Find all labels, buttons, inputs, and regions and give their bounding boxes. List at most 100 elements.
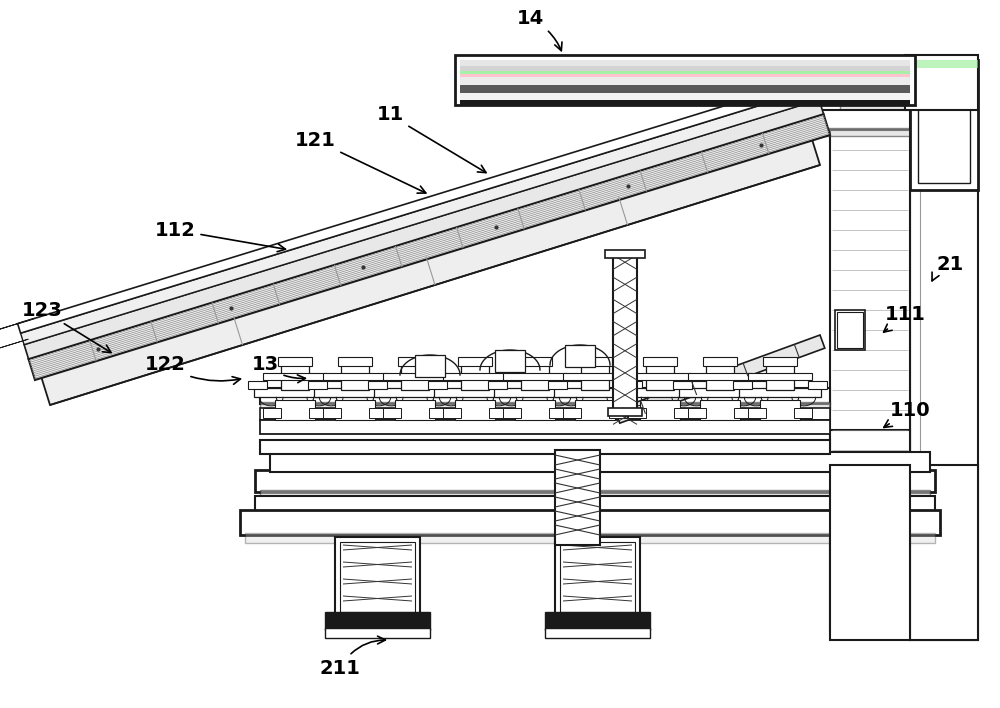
Bar — [910, 465, 978, 640]
Bar — [674, 408, 692, 418]
Bar — [443, 408, 461, 418]
Bar — [323, 381, 342, 389]
Bar — [263, 372, 327, 380]
Bar — [581, 364, 609, 389]
Bar — [248, 381, 267, 389]
Bar — [918, 65, 970, 183]
Bar — [554, 388, 636, 397]
Bar — [325, 612, 430, 630]
Bar — [548, 381, 567, 389]
Bar — [340, 542, 415, 612]
Bar — [608, 408, 642, 416]
Bar — [739, 388, 821, 397]
Bar — [840, 60, 910, 105]
Bar — [613, 255, 637, 410]
Bar — [563, 381, 582, 389]
Bar — [549, 408, 567, 418]
Polygon shape — [21, 88, 819, 345]
Bar — [688, 372, 752, 380]
Bar — [255, 470, 935, 492]
Bar — [733, 381, 752, 389]
Bar — [545, 612, 650, 630]
Text: 112: 112 — [155, 220, 285, 252]
Bar — [503, 372, 567, 380]
Bar — [260, 388, 830, 404]
Bar — [434, 388, 516, 397]
Bar — [613, 381, 632, 389]
Text: 110: 110 — [884, 401, 930, 428]
Bar — [270, 452, 930, 472]
Bar — [255, 496, 935, 512]
Bar — [488, 381, 507, 389]
Bar — [460, 100, 910, 105]
Polygon shape — [0, 319, 35, 334]
Bar — [840, 100, 910, 120]
Bar — [460, 66, 910, 71]
Polygon shape — [24, 100, 824, 359]
Bar — [260, 402, 830, 410]
Bar — [700, 400, 740, 420]
Bar — [260, 420, 830, 434]
Bar — [494, 388, 576, 397]
Text: 11: 11 — [376, 105, 486, 173]
Bar — [401, 364, 429, 389]
Bar — [734, 408, 752, 418]
Bar — [489, 408, 507, 418]
Bar — [515, 400, 555, 420]
Bar — [555, 450, 600, 545]
Bar — [643, 358, 677, 366]
Bar — [688, 408, 706, 418]
Bar — [609, 408, 627, 418]
Bar — [443, 372, 507, 380]
Bar — [260, 440, 830, 454]
Bar — [563, 408, 581, 418]
Text: 111: 111 — [884, 305, 925, 332]
Bar — [837, 312, 863, 348]
Bar — [335, 400, 375, 420]
Bar — [518, 358, 552, 366]
Bar — [309, 408, 327, 418]
Text: 122: 122 — [145, 355, 240, 384]
Bar — [910, 60, 978, 640]
Bar — [503, 408, 521, 418]
Bar — [415, 355, 445, 377]
Bar — [605, 250, 645, 258]
Bar — [460, 77, 910, 85]
Bar — [679, 388, 761, 397]
Bar — [563, 372, 627, 380]
Bar — [278, 358, 312, 366]
Bar — [368, 381, 387, 389]
Polygon shape — [615, 335, 825, 423]
Bar — [555, 537, 640, 617]
Bar — [495, 350, 525, 372]
Bar — [623, 381, 642, 389]
Bar — [521, 364, 549, 389]
Bar — [461, 364, 489, 389]
Bar — [750, 128, 910, 136]
Bar — [766, 364, 794, 389]
Bar — [503, 381, 522, 389]
Bar — [374, 388, 456, 397]
Bar — [560, 542, 635, 612]
Polygon shape — [29, 114, 830, 380]
Bar — [760, 400, 800, 420]
Bar — [369, 408, 387, 418]
Bar — [314, 388, 396, 397]
Bar — [455, 400, 495, 420]
Bar — [628, 372, 692, 380]
Bar — [830, 430, 910, 630]
Bar — [628, 408, 646, 418]
Bar — [703, 358, 737, 366]
Bar — [429, 408, 447, 418]
Bar — [763, 358, 797, 366]
Bar — [830, 120, 910, 450]
Bar — [455, 55, 915, 105]
Bar — [254, 388, 336, 397]
Bar — [458, 358, 492, 366]
Bar — [835, 310, 865, 350]
Bar — [905, 55, 978, 110]
Bar — [308, 381, 327, 389]
Bar — [808, 381, 827, 389]
Bar — [323, 408, 341, 418]
Bar — [750, 110, 910, 130]
